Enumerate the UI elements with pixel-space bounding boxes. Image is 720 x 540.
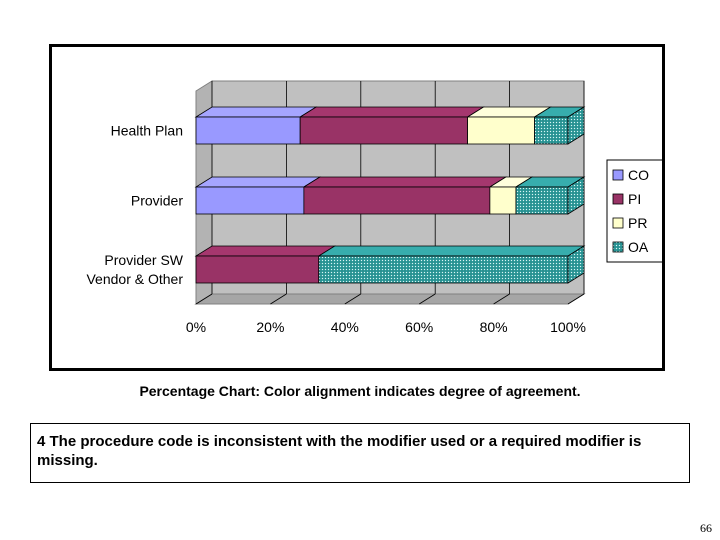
category-label: Vendor & Other — [86, 271, 183, 287]
legend-swatch-pi — [612, 193, 624, 205]
legend-label-pi: PI — [628, 191, 641, 207]
category-label: Provider — [131, 193, 183, 209]
legend-label-oa: OA — [628, 239, 649, 255]
floor-gridline — [567, 293, 585, 305]
chart-svg: 0% 20% 40% 60% 80% 100% Health Plan Provider Pro… — [86, 80, 662, 335]
bar-top-pi — [302, 176, 508, 188]
bar-top-co — [194, 176, 322, 188]
note-box: 4 The procedure code is inconsistent wit… — [30, 423, 690, 483]
legend-swatch-pr — [612, 217, 624, 229]
bar-top-oa — [317, 245, 586, 257]
bar-top-pi — [298, 106, 485, 118]
legend-swatch-oa — [612, 241, 624, 253]
floor-gridline — [270, 293, 287, 305]
bar-oa — [515, 186, 569, 215]
bar-pi — [299, 116, 468, 145]
bar-pr — [489, 186, 517, 215]
bar-pi — [195, 255, 320, 284]
x-tick-label: 0% — [186, 319, 206, 335]
x-tick-label: 80% — [480, 319, 508, 335]
floor-gridline — [195, 293, 213, 305]
bar-pr — [467, 116, 535, 145]
bar-oa — [534, 116, 569, 145]
category-label: Provider SW — [104, 252, 183, 268]
category-label: Health Plan — [111, 123, 183, 139]
bar-co — [195, 116, 301, 145]
legend-label-co: CO — [628, 167, 649, 183]
x-tick-label: 100% — [550, 319, 586, 335]
floor-gridline — [344, 293, 362, 305]
legend-label-pr: PR — [628, 215, 647, 231]
bar-oa — [318, 255, 569, 284]
bar-end-oa — [567, 245, 585, 284]
floor-gridline — [493, 293, 510, 305]
bar-end-oa — [567, 176, 585, 215]
floor-gridline — [418, 293, 436, 305]
note-text: 4 The procedure code is inconsistent wit… — [37, 433, 642, 469]
x-tick-label: 20% — [256, 319, 284, 335]
chart-frame: 0% 20% 40% 60% 80% 100% Health Plan Provider Pro… — [49, 44, 665, 371]
plot-floor — [194, 293, 586, 305]
bar-co — [195, 186, 305, 215]
legend-swatch-co — [612, 169, 624, 181]
x-tick-label: 60% — [405, 319, 433, 335]
bar-end-oa — [567, 106, 585, 145]
bar-top-pi — [194, 245, 337, 257]
bar-top-co — [194, 106, 318, 118]
x-tick-label: 40% — [331, 319, 359, 335]
chart-caption: Percentage Chart: Color alignment indica… — [139, 383, 581, 399]
bar-pi — [303, 186, 491, 215]
page-number: 66 — [700, 521, 712, 535]
